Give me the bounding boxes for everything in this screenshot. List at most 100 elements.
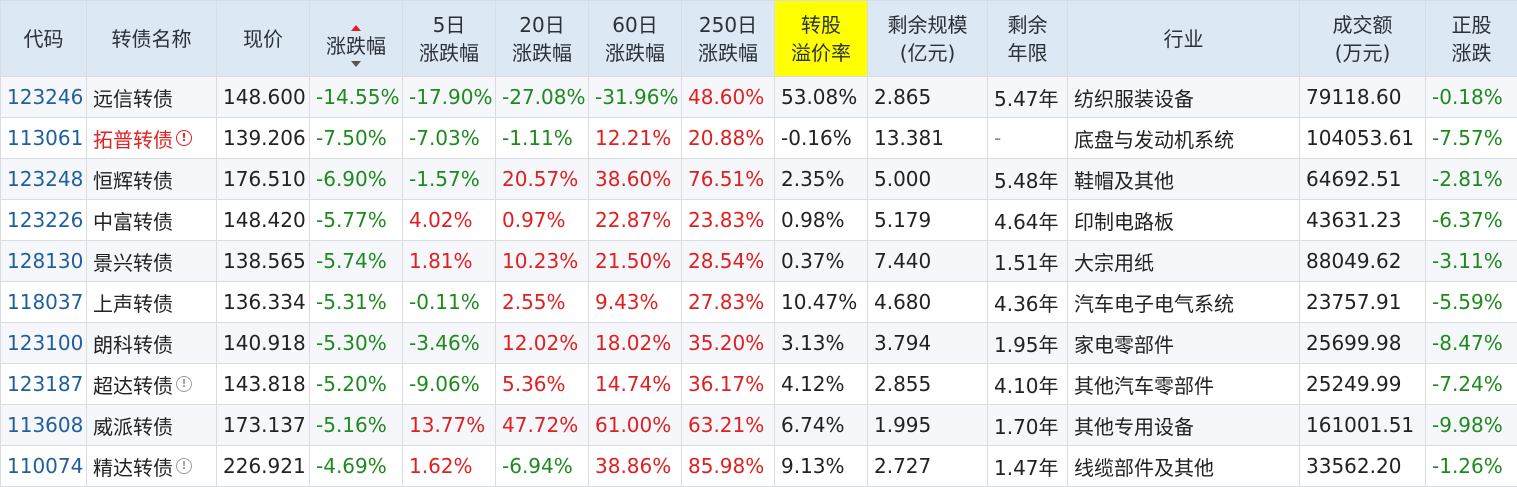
bond-name-link[interactable]: 朗科转债 (93, 329, 173, 358)
table-row[interactable]: 123246 远信转债 148.600 -14.55% -17.90% -27.08% -3… (0, 76, 1517, 118)
remaining-scale-cell: 5.179 (867, 199, 988, 241)
remaining-years-cell: 4.64年 (987, 199, 1068, 241)
bond-code-cell[interactable]: 123248 (0, 158, 87, 200)
table-row[interactable]: 128130 景兴转债 138.565 -5.74% 1.81% 10.23% 21.50%… (0, 240, 1517, 282)
alert-icon[interactable]: ! (176, 130, 192, 146)
bond-name-link[interactable]: 恒辉转债 (93, 165, 173, 194)
table-row[interactable]: 113061 拓普转债! 139.206 -7.50% -7.03% -1.11% 12.2… (0, 117, 1517, 159)
bond-code-cell[interactable]: 113608 (0, 404, 87, 446)
conversion-premium-cell: 2.35% (774, 158, 868, 200)
table-row[interactable]: 113608 威派转债 173.137 -5.16% 13.77% 47.72% 61.00… (0, 404, 1517, 446)
bond-name-text: 景兴转债 (93, 250, 173, 275)
bond-name-cell[interactable]: 朗科转债 (86, 322, 217, 364)
change-cell: -6.90% (309, 158, 403, 200)
bond-code-link[interactable]: 110074 (7, 454, 84, 478)
bond-code-link[interactable]: 113608 (7, 413, 84, 437)
bond-name-cell[interactable]: 中富转债 (86, 199, 217, 241)
remaining-years-cell: 5.48年 (987, 158, 1068, 200)
header-name[interactable]: 转债名称 (86, 0, 217, 77)
bond-name-cell[interactable]: 精达转债! (86, 445, 217, 487)
change-cell: -14.55% (309, 76, 403, 118)
remaining-years-cell: 1.95年 (987, 322, 1068, 364)
bond-name-link[interactable]: 景兴转债 (93, 247, 173, 276)
header-change-250d[interactable]: 250日 涨跌幅 (681, 0, 775, 77)
bond-name-link[interactable]: 超达转债! (93, 370, 192, 399)
remaining-years-cell: - (987, 117, 1068, 159)
remaining-scale-cell: 1.995 (867, 404, 988, 446)
volume-cell: 23757.91 (1299, 281, 1426, 323)
bond-name-link[interactable]: 远信转债 (93, 83, 173, 112)
bond-code-link[interactable]: 123187 (7, 372, 84, 396)
stock-change-cell: -0.18% (1425, 76, 1517, 118)
bond-code-cell[interactable]: 118037 (0, 281, 87, 323)
stock-change-cell: -8.47% (1425, 322, 1517, 364)
header-volume[interactable]: 成交额 (万元) (1299, 0, 1426, 77)
bond-code-link[interactable]: 123100 (7, 331, 84, 355)
bond-name-link[interactable]: 上声转债 (93, 288, 173, 317)
conversion-premium-cell: 0.98% (774, 199, 868, 241)
header-change-20d[interactable]: 20日 涨跌幅 (495, 0, 589, 77)
change-250d-cell: 35.20% (681, 322, 775, 364)
stock-change-cell: -3.11% (1425, 240, 1517, 282)
bond-code-link[interactable]: 128130 (7, 249, 84, 273)
bond-name-link[interactable]: 拓普转债! (93, 124, 192, 153)
alert-icon[interactable]: ! (176, 376, 192, 392)
stock-change-cell: -2.81% (1425, 158, 1517, 200)
change-250d-cell: 36.17% (681, 363, 775, 405)
stock-change-cell: -6.37% (1425, 199, 1517, 241)
header-remaining-years[interactable]: 剩余 年限 (987, 0, 1068, 77)
remaining-scale-cell: 3.794 (867, 322, 988, 364)
table-row[interactable]: 118037 上声转债 136.334 -5.31% -0.11% 2.55% 9.43% 2… (0, 281, 1517, 323)
sort-control: 涨跌幅 (326, 25, 386, 67)
header-conversion-premium[interactable]: 转股 溢价率 (774, 0, 868, 77)
change-cell: -7.50% (309, 117, 403, 159)
bond-code-cell[interactable]: 123187 (0, 363, 87, 405)
alert-icon[interactable]: ! (176, 458, 192, 474)
header-price[interactable]: 现价 (216, 0, 310, 77)
bond-name-text: 远信转债 (93, 86, 173, 111)
header-industry[interactable]: 行业 (1067, 0, 1300, 77)
table-row[interactable]: 123248 恒辉转债 176.510 -6.90% -1.57% 20.57% 38.60… (0, 158, 1517, 200)
bond-name-cell[interactable]: 超达转债! (86, 363, 217, 405)
bond-name-cell[interactable]: 景兴转债 (86, 240, 217, 282)
bond-code-cell[interactable]: 123246 (0, 76, 87, 118)
bond-name-link[interactable]: 精达转债! (93, 452, 192, 481)
change-cell: -5.31% (309, 281, 403, 323)
table-row[interactable]: 123226 中富转债 148.420 -5.77% 4.02% 0.97% 22.87% 2… (0, 199, 1517, 241)
header-code[interactable]: 代码 (0, 0, 87, 77)
bond-code-link[interactable]: 113061 (7, 126, 84, 150)
bond-name-cell[interactable]: 威派转债 (86, 404, 217, 446)
table-row[interactable]: 123100 朗科转债 140.918 -5.30% -3.46% 12.02% 18.02… (0, 322, 1517, 364)
header-change-5d[interactable]: 5日 涨跌幅 (402, 0, 496, 77)
bond-name-cell[interactable]: 拓普转债! (86, 117, 217, 159)
bond-code-link[interactable]: 123248 (7, 167, 84, 191)
bond-name-cell[interactable]: 远信转债 (86, 76, 217, 118)
bond-code-cell[interactable]: 123226 (0, 199, 87, 241)
bond-code-cell[interactable]: 113061 (0, 117, 87, 159)
header-change[interactable]: 涨跌幅 (309, 0, 403, 77)
bond-name-cell[interactable]: 恒辉转债 (86, 158, 217, 200)
bond-name-text: 威派转债 (93, 414, 173, 439)
header-change-60d[interactable]: 60日 涨跌幅 (588, 0, 682, 77)
table-row[interactable]: 123187 超达转债! 143.818 -5.20% -9.06% 5.36% 14.74… (0, 363, 1517, 405)
bond-code-cell[interactable]: 123100 (0, 322, 87, 364)
bond-code-link[interactable]: 118037 (7, 290, 84, 314)
change-20d-cell: 47.72% (495, 404, 589, 446)
conversion-premium-cell: 6.74% (774, 404, 868, 446)
remaining-scale-cell: 2.865 (867, 76, 988, 118)
bond-name-link[interactable]: 威派转债 (93, 411, 173, 440)
bond-code-link[interactable]: 123246 (7, 85, 84, 109)
bond-code-cell[interactable]: 110074 (0, 445, 87, 487)
table-row[interactable]: 110074 精达转债! 226.921 -4.69% 1.62% -6.94% 38.86… (0, 445, 1517, 487)
stock-change-cell: -7.57% (1425, 117, 1517, 159)
bond-name-link[interactable]: 中富转债 (93, 206, 173, 235)
header-stock-change[interactable]: 正股 涨跌 (1425, 0, 1517, 77)
industry-cell: 鞋帽及其他 (1067, 158, 1300, 200)
bond-code-link[interactable]: 123226 (7, 208, 84, 232)
bond-name-text: 拓普转债 (93, 127, 173, 152)
bond-name-cell[interactable]: 上声转债 (86, 281, 217, 323)
header-remaining-scale[interactable]: 剩余规模 (亿元) (867, 0, 988, 77)
bond-name-text: 上声转债 (93, 291, 173, 316)
bond-code-cell[interactable]: 128130 (0, 240, 87, 282)
